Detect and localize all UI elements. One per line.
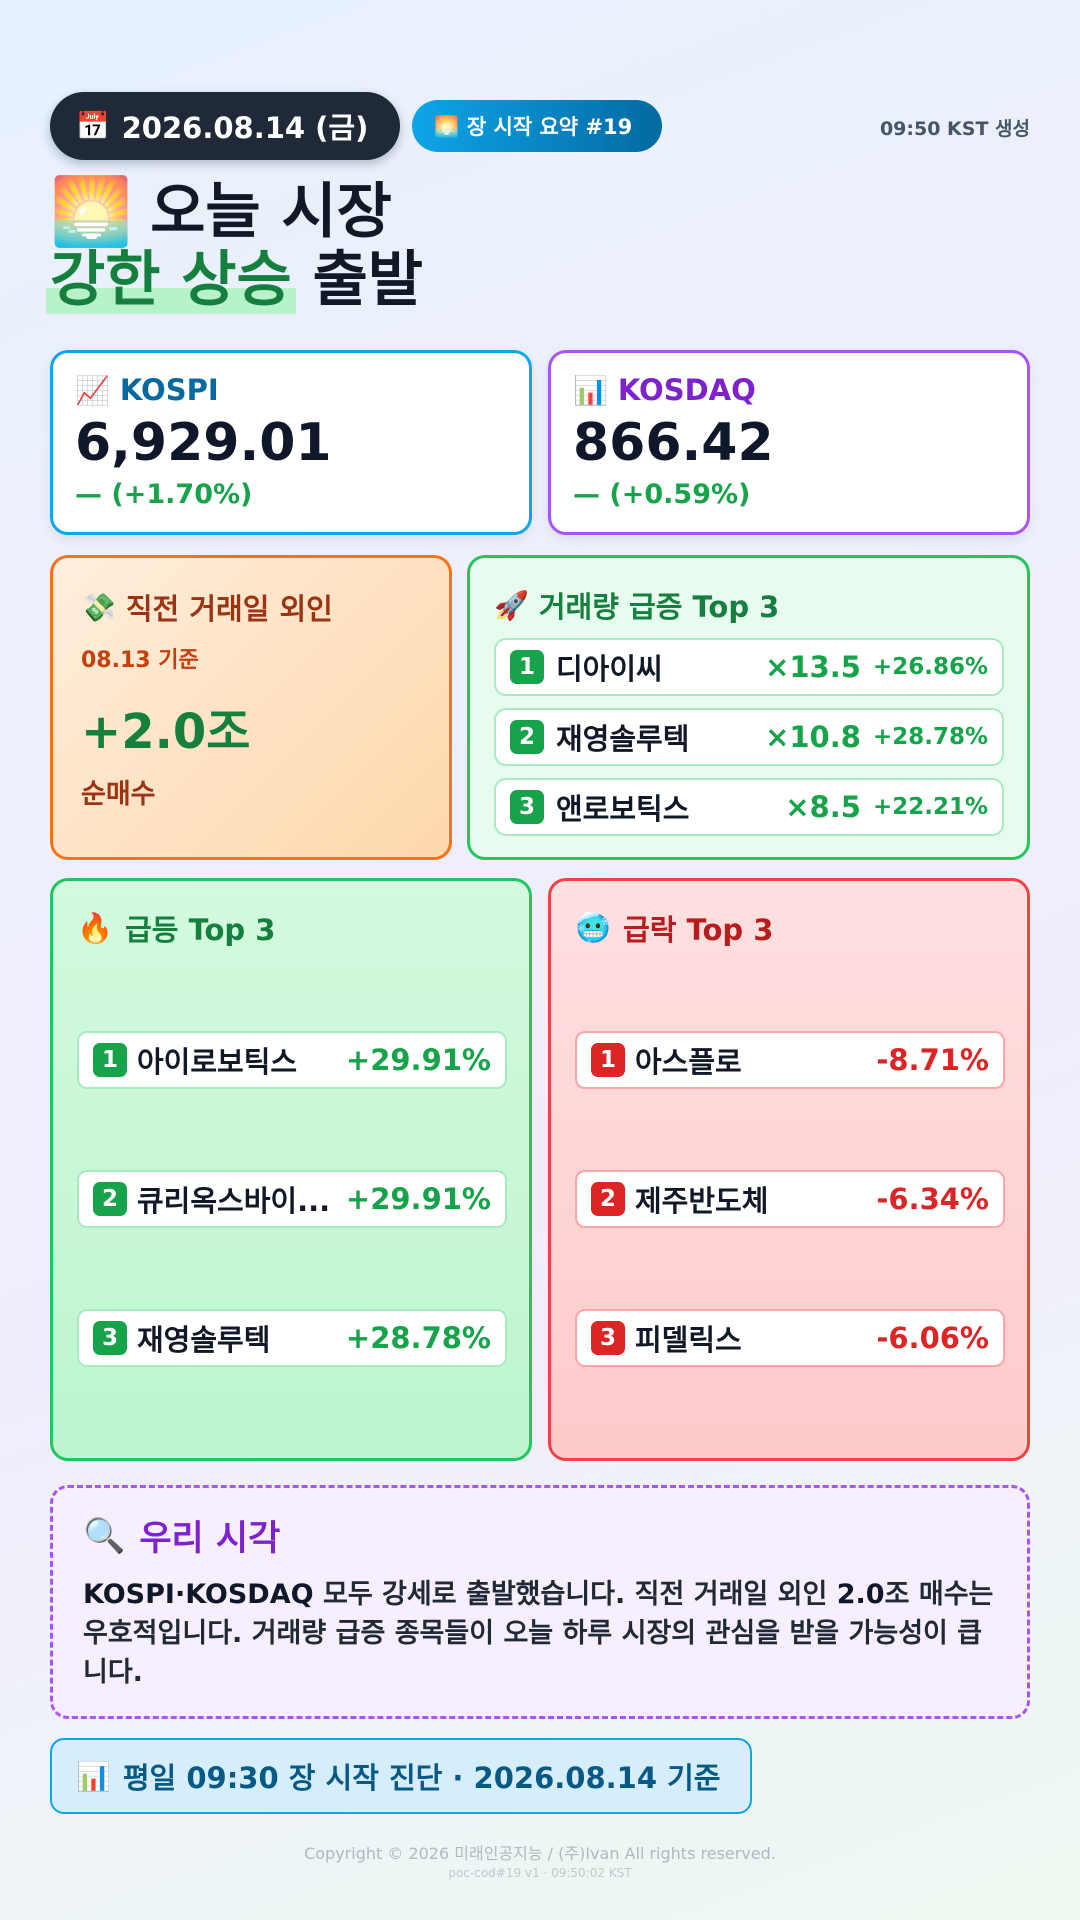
rank-badge: 2 [591, 1182, 625, 1216]
foreign-label: 순매수 [81, 779, 156, 810]
list-item[interactable]: 1 디아이씨 ×13.5 +26.86% [494, 638, 1004, 696]
change-rate: +29.91% [345, 1043, 491, 1077]
list-item[interactable]: 3 피델릭스 -6.06% [575, 1309, 1005, 1367]
bar-chart-icon: 📊 [573, 373, 608, 407]
cold-face-icon: 🥶 [575, 910, 612, 945]
change-rate: +22.21% [872, 794, 988, 820]
headline-highlight: 강한 상승 [46, 245, 296, 315]
generated-time: 09:50 KST 생성 [879, 118, 1030, 140]
gainers-title: 급등 Top 3 [125, 913, 276, 947]
rank-badge: 3 [591, 1321, 625, 1355]
volume-multiple: ×13.5 [765, 650, 861, 684]
rank-badge: 3 [510, 790, 544, 824]
calendar-icon: 📅 [76, 111, 110, 142]
foreign-base-date: 08.13 기준 [81, 648, 199, 673]
top-losers-card: 🥶 급락 Top 3 1 아스플로 -8.71% 2 제주반도체 -6.34% … [548, 878, 1030, 1461]
kospi-change: — (+1.70%) [75, 479, 253, 510]
foreign-amount: +2.0조 [81, 704, 251, 760]
list-item[interactable]: 3 앤로보틱스 ×8.5 +22.21% [494, 778, 1004, 836]
list-item[interactable]: 2 큐리옥스바이... +29.91% [77, 1170, 507, 1228]
date-badge: 📅 2026.08.14 (금) [50, 92, 400, 160]
list-item[interactable]: 3 재영솔루텍 +28.78% [77, 1309, 507, 1367]
change-rate: +29.91% [345, 1182, 491, 1216]
view-text: KOSPI·KOSDAQ 모두 강세로 출발했습니다. 직전 거래일 외인 2.… [83, 1575, 997, 1692]
volume-multiple: ×8.5 [785, 790, 861, 824]
foreign-title: 직전 거래일 외인 [125, 592, 333, 626]
change-rate: -8.71% [876, 1043, 989, 1077]
sunrise-icon: 🌅 [434, 114, 459, 138]
rank-badge: 1 [510, 650, 544, 684]
list-item[interactable]: 2 제주반도체 -6.34% [575, 1170, 1005, 1228]
fire-icon: 🔥 [77, 910, 114, 945]
view-text-bold2: 2.0 [836, 1579, 885, 1610]
stock-name: 큐리옥스바이... [137, 1184, 331, 1218]
bar-chart-icon: 📊 [76, 1759, 111, 1793]
change-rate: +28.78% [345, 1321, 491, 1355]
volume-title: 거래량 급증 Top 3 [538, 590, 780, 624]
headline-line1: 오늘 시장 [150, 177, 392, 247]
magnifier-icon: 🔍 [83, 1515, 126, 1556]
summary-label: 장 시작 요약 #19 [466, 115, 633, 139]
kosdaq-label: KOSDAQ [617, 373, 756, 407]
diagnosis-badge: 📊 평일 09:30 장 시작 진단 · 2026.08.14 기준 [50, 1738, 752, 1814]
volume-multiple: ×10.8 [765, 720, 861, 754]
version-info: poc-cod#19 v1 · 09:50:02 KST [448, 1866, 632, 1880]
copyright: Copyright © 2026 미래인공지능 / (주)Ivan All ri… [304, 1844, 776, 1863]
top-gainers-card: 🔥 급등 Top 3 1 아이로보틱스 +29.91% 2 큐리옥스바이... … [50, 878, 532, 1461]
losers-title: 급락 Top 3 [623, 913, 774, 947]
rank-badge: 3 [93, 1321, 127, 1355]
view-title: 우리 시각 [139, 1519, 281, 1559]
view-text-rest: 모두 강세로 출발했습니다. 직전 거래일 외인 [313, 1579, 837, 1610]
money-icon: 💸 [81, 590, 116, 624]
list-item[interactable]: 1 아스플로 -8.71% [575, 1031, 1005, 1089]
list-item[interactable]: 1 아이로보틱스 +29.91% [77, 1031, 507, 1089]
rank-badge: 2 [93, 1182, 127, 1216]
rank-badge: 1 [93, 1043, 127, 1077]
summary-badge: 🌅 장 시작 요약 #19 [412, 100, 662, 152]
sunrise-icon: 🌅 [50, 173, 133, 250]
stock-name: 제주반도체 [635, 1184, 769, 1218]
stock-name: 디아이씨 [556, 652, 663, 686]
view-text-end: 조 매수는 우호적입니다. 거래량 급증 종목들이 오늘 하루 시장의 관심을 … [83, 1579, 994, 1688]
change-rate: +26.86% [872, 654, 988, 680]
stock-name: 피델릭스 [635, 1323, 742, 1357]
change-rate: -6.34% [876, 1182, 989, 1216]
kosdaq-card: 📊 KOSDAQ 866.42 — (+0.59%) [548, 350, 1030, 535]
kospi-label: KOSPI [119, 373, 219, 407]
rank-badge: 2 [510, 720, 544, 754]
kosdaq-value: 866.42 [573, 413, 774, 473]
kospi-value: 6,929.01 [75, 413, 332, 473]
our-view-card: 🔍 우리 시각 KOSPI·KOSDAQ 모두 강세로 출발했습니다. 직전 거… [50, 1485, 1030, 1719]
stock-name: 아이로보틱스 [137, 1045, 298, 1079]
diagnosis-label: 평일 09:30 장 시작 진단 · 2026.08.14 기준 [122, 1761, 721, 1795]
stock-name: 재영솔루텍 [556, 722, 690, 756]
headline-suffix: 출발 [291, 245, 423, 315]
change-rate: +28.78% [872, 724, 988, 750]
stock-name: 아스플로 [635, 1045, 742, 1079]
date-text: 2026.08.14 (금) [121, 111, 369, 145]
chart-up-icon: 📈 [75, 373, 110, 407]
stock-name: 재영솔루텍 [137, 1323, 271, 1357]
kospi-card: 📈 KOSPI 6,929.01 — (+1.70%) [50, 350, 532, 535]
stock-name: 앤로보틱스 [556, 792, 690, 826]
list-item[interactable]: 2 재영솔루텍 ×10.8 +28.78% [494, 708, 1004, 766]
view-text-bold: KOSPI·KOSDAQ [83, 1579, 314, 1610]
volume-surge-card: 🚀 거래량 급증 Top 3 1 디아이씨 ×13.5 +26.86% 2 재영… [467, 555, 1030, 860]
foreign-investor-card: 💸 직전 거래일 외인 08.13 기준 +2.0조 순매수 [50, 555, 452, 860]
rank-badge: 1 [591, 1043, 625, 1077]
rocket-icon: 🚀 [494, 588, 529, 622]
kosdaq-change: — (+0.59%) [573, 479, 751, 510]
page-title: 🌅 오늘 시장 강한 상승 출발 [46, 173, 423, 315]
change-rate: -6.06% [876, 1321, 989, 1355]
header: 📅 2026.08.14 (금) 🌅 장 시작 요약 #19 09:50 KST… [50, 92, 1030, 160]
